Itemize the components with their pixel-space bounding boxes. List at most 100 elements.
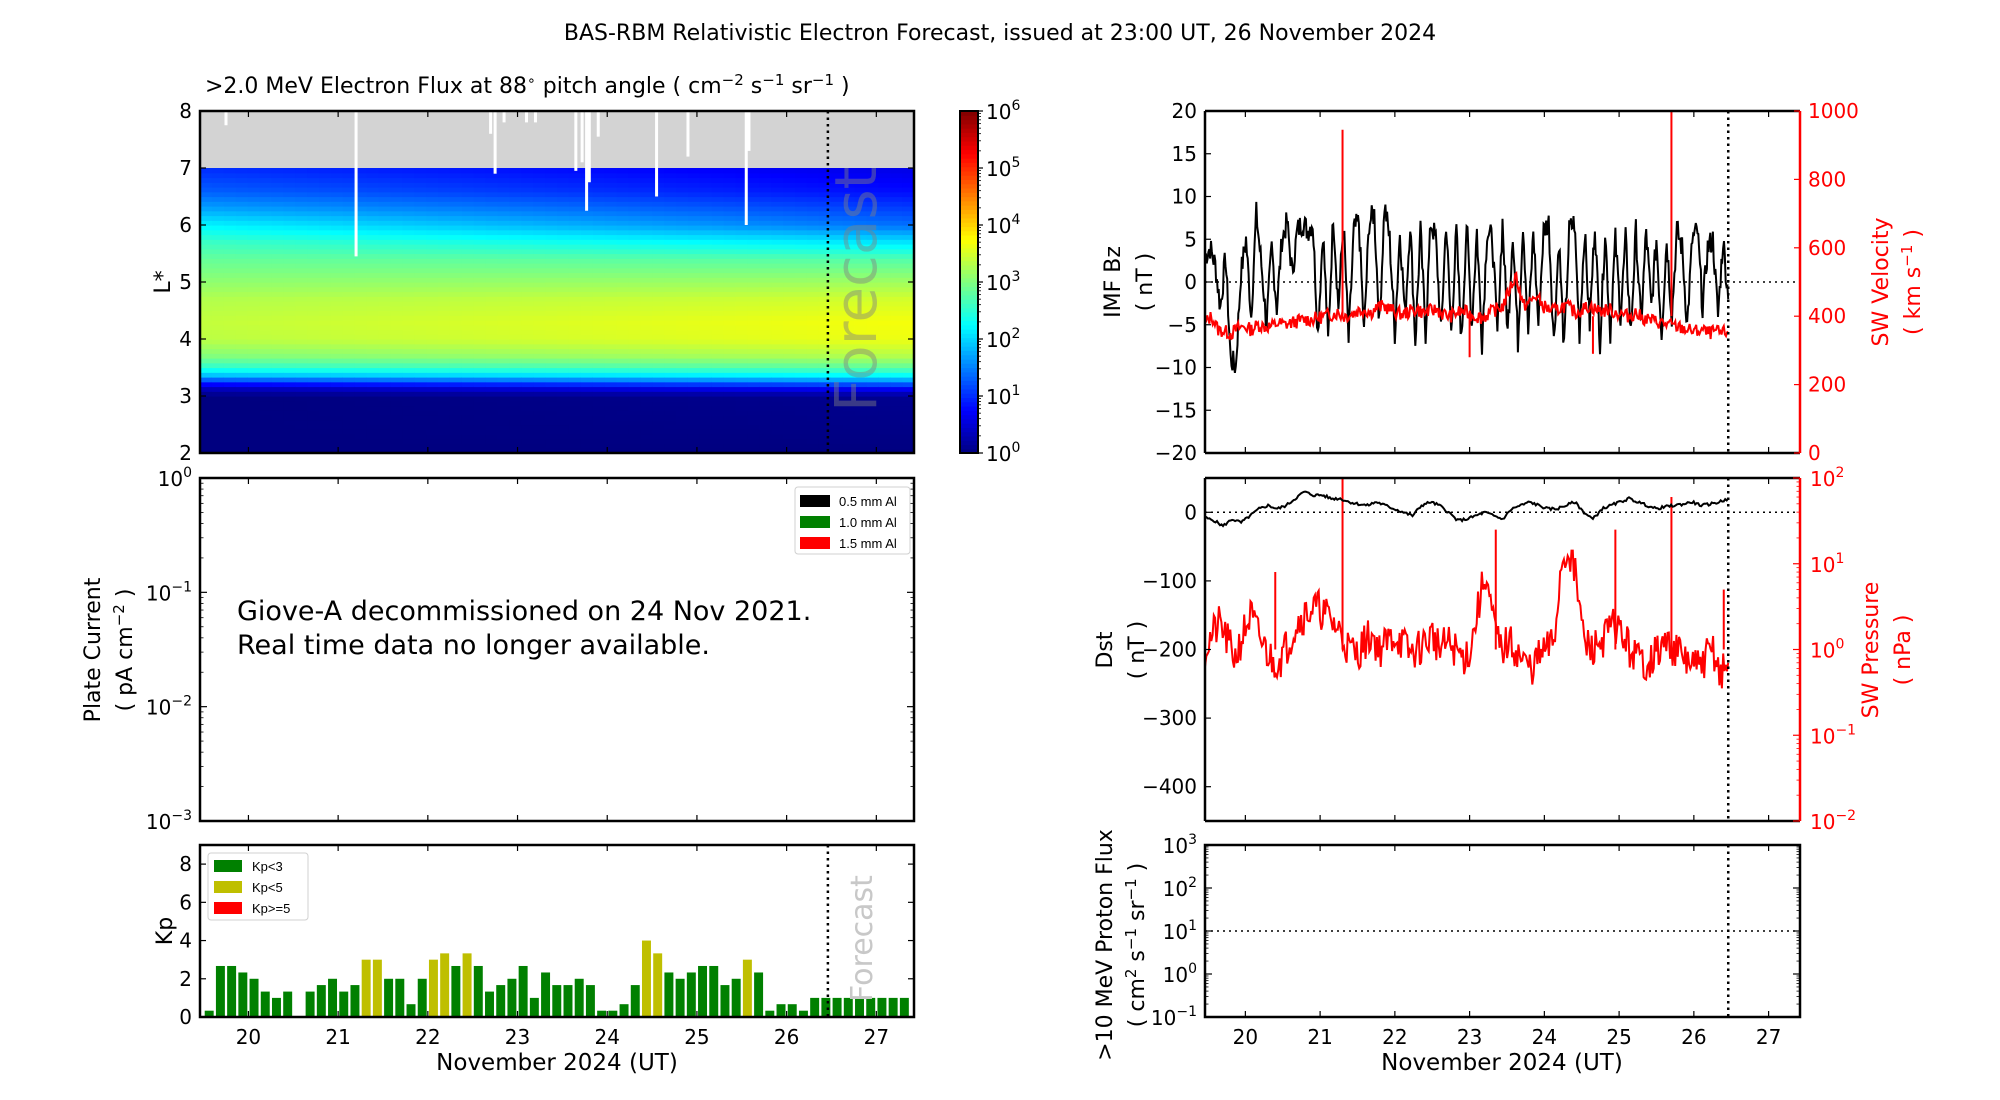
heatmap-cell — [235, 348, 249, 354]
heatmap-cell — [366, 339, 380, 345]
heatmap-cell — [295, 324, 308, 331]
heatmap-cell — [854, 239, 867, 245]
heatmap-cell — [592, 248, 606, 255]
heatmap-cell — [497, 396, 510, 402]
y-tick-label: 4 — [179, 929, 192, 953]
heatmap-cell — [390, 443, 403, 449]
heatmap-cell — [854, 320, 867, 326]
heatmap-cell — [461, 282, 475, 288]
heatmap-cell — [735, 177, 748, 183]
heatmap-cell — [259, 196, 272, 202]
heatmap-cell — [795, 324, 808, 331]
heatmap-cell — [676, 448, 689, 454]
heatmap-cell — [580, 220, 594, 226]
heatmap-cell — [509, 419, 522, 426]
heatmap-cell — [378, 229, 391, 236]
heatmap-cell — [759, 372, 772, 378]
heatmap-cell — [783, 438, 796, 445]
heatmap-cell — [497, 210, 510, 217]
kp-bar — [529, 997, 539, 1017]
heatmap-cell — [402, 448, 415, 454]
heatmap-cell — [652, 410, 665, 416]
heatmap-cell — [473, 424, 487, 430]
heatmap-cell — [771, 248, 784, 255]
heatmap-cell — [866, 367, 879, 373]
heatmap-cell — [235, 272, 249, 278]
heatmap-cell — [866, 239, 879, 245]
heatmap-cell — [438, 419, 451, 426]
heatmap-cell — [211, 448, 225, 454]
heatmap-cell — [783, 182, 796, 188]
heatmap-cell — [568, 234, 582, 240]
heatmap-cell — [509, 215, 522, 221]
heatmap-cell — [497, 206, 510, 212]
heatmap-cell — [342, 320, 356, 326]
heatmap-cell — [592, 358, 606, 364]
heatmap-cell — [747, 415, 760, 421]
heatmap-cell — [699, 424, 713, 430]
heatmap-cell — [378, 367, 391, 373]
heatmap-cell — [319, 301, 332, 307]
heatmap-cell — [485, 377, 499, 383]
heatmap-cell — [830, 334, 844, 340]
heatmap-cell — [687, 424, 701, 430]
heatmap-cell — [711, 448, 725, 454]
heatmap-cell — [295, 229, 308, 236]
heatmap-cell — [568, 405, 582, 411]
heatmap-cell — [592, 191, 606, 198]
heatmap-cell — [545, 258, 558, 264]
heatmap-cell — [545, 168, 558, 174]
heatmap-cell — [842, 201, 856, 207]
heatmap-cell — [806, 400, 820, 407]
heatmap-cell — [628, 296, 641, 302]
heatmap-cell — [854, 348, 867, 354]
heatmap-cell — [378, 396, 391, 402]
heatmap-cell — [557, 187, 570, 193]
heatmap-cell — [414, 320, 427, 326]
heatmap-cell — [806, 334, 820, 340]
heatmap-cell — [414, 172, 427, 179]
heatmap-cell — [604, 215, 618, 221]
heatmap-cell — [497, 415, 510, 421]
heatmap-cell — [902, 201, 915, 207]
heatmap-cell — [414, 343, 427, 350]
heatmap-cell — [211, 253, 225, 259]
heatmap-cell — [687, 234, 701, 240]
heatmap-cell — [783, 448, 796, 454]
heatmap-cell — [402, 381, 415, 388]
y-tick-label: 5 — [179, 270, 192, 294]
heatmap-cell — [854, 438, 867, 445]
heatmap-cell — [747, 372, 760, 378]
heatmap-cell — [342, 220, 356, 226]
heatmap-cell — [592, 339, 606, 345]
heatmap-cell — [699, 191, 713, 198]
heatmap-cell — [354, 191, 368, 198]
heatmap-cell — [366, 234, 380, 240]
heatmap-cell — [211, 396, 225, 402]
heatmap-cell — [902, 367, 915, 373]
heatmap-cell — [378, 296, 391, 302]
heatmap-cell — [890, 215, 903, 221]
heatmap-cell — [295, 263, 308, 269]
heatmap-cell — [771, 196, 784, 202]
heatmap-cell — [485, 324, 499, 331]
heatmap-cell — [414, 296, 427, 302]
pressure-ylabel-units: ( nPa ) — [1891, 615, 1916, 686]
heatmap-cell — [580, 405, 594, 411]
heatmap-cell — [354, 201, 368, 207]
heatmap-cell — [747, 339, 760, 345]
heatmap-cell — [342, 244, 356, 250]
heatmap-cell — [497, 367, 510, 373]
heatmap-cell — [366, 286, 380, 293]
heatmap-cell — [354, 282, 368, 288]
heatmap-cell — [890, 229, 903, 236]
kp-bar — [428, 959, 438, 1017]
heatmap-cell — [211, 191, 225, 198]
heatmap-cell — [747, 358, 760, 364]
heatmap-cell — [521, 424, 534, 430]
heatmap-cell — [307, 358, 320, 364]
heatmap-cell — [521, 239, 534, 245]
heatmap-cell — [866, 215, 879, 221]
heatmap-cell — [533, 177, 546, 183]
heatmap-cell — [211, 310, 225, 316]
